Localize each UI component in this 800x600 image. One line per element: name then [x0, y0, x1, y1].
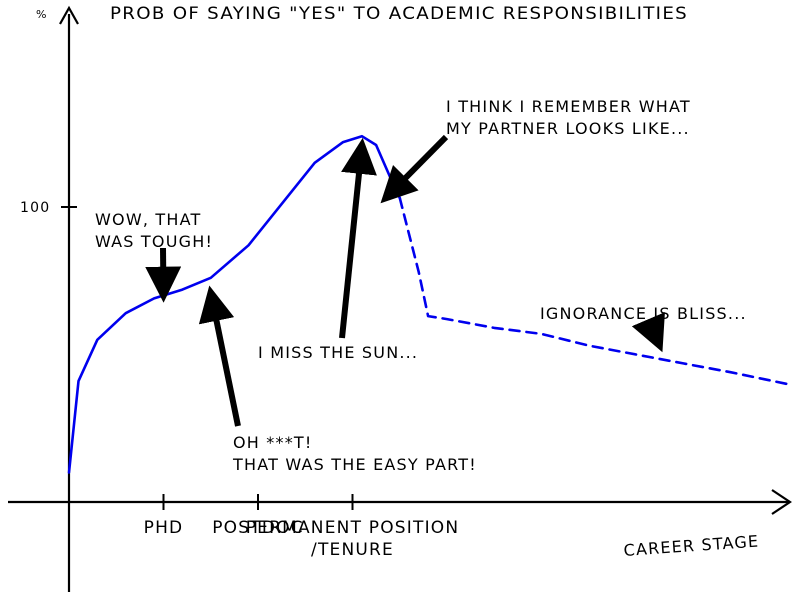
annotation-arrow: [198, 285, 241, 427]
x-tick-label: PERMANENT POSITION: [246, 518, 460, 538]
y-ticks: 100: [20, 200, 77, 216]
series-line-dashed: [398, 196, 789, 386]
y-tick-label: 100: [20, 200, 50, 216]
chart-title: PROB OF SAYING "YES" TO ACADEMIC RESPONS…: [110, 4, 688, 24]
x-tick-label: /TENURE: [311, 540, 394, 560]
annotation-arrow: [631, 312, 665, 353]
annotation-text-4-line-2: MY PARTNER LOOKS LIKE...: [446, 119, 690, 138]
y-unit-label: %: [36, 8, 48, 21]
annotations-group: WOW, THAT WAS TOUGH! OH ***T! THAT WAS TH…: [95, 97, 747, 474]
annotation-text-1-line-1: WOW, THAT: [95, 210, 202, 229]
annotation-text-3-line-1: I MISS THE SUN...: [258, 343, 418, 362]
y-axis-arrowhead: [59, 5, 79, 25]
annotation-arrow: [339, 137, 377, 339]
annotation-text-2-line-1: OH ***T!: [233, 433, 313, 452]
x-axis-label: CAREER STAGE: [623, 532, 760, 560]
annotation-arrow: [145, 247, 182, 303]
annotation-arrow: [380, 134, 449, 204]
annotation-text-5-line-1: IGNORANCE IS BLISS...: [540, 304, 747, 323]
x-tick-label: POSTDOC: [212, 518, 304, 538]
x-axis-arrowhead: [771, 489, 792, 515]
annotation-text-1-line-2: WAS TOUGH!: [95, 232, 213, 251]
annotation-text-2-line-2: THAT WAS THE EASY PART!: [232, 455, 477, 474]
annotation-text-4-line-1: I THINK I REMEMBER WHAT: [446, 97, 691, 116]
x-tick-label: PHD: [144, 518, 184, 538]
